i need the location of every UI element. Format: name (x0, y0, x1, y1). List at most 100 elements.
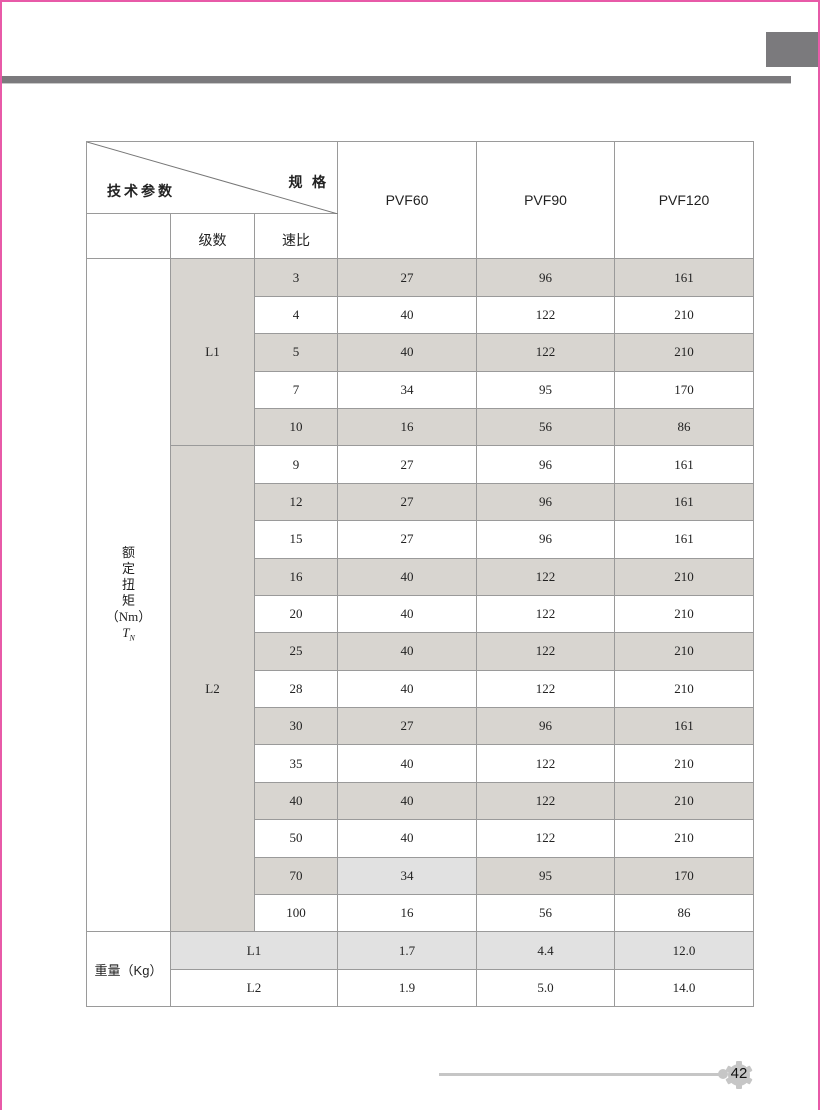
symbol-text: T (122, 624, 130, 640)
torque-value-cell: 210 (614, 819, 754, 858)
page-number: 42 (730, 1065, 748, 1082)
torque-symbol: TN (87, 625, 170, 647)
ratio-cell: 12 (254, 482, 338, 522)
weight-row: 重量（Kg） L1 1.7 4.4 12.0 (86, 931, 754, 1008)
stage-cell: L2 (170, 445, 255, 933)
torque-value-cell: 40 (337, 819, 477, 858)
ratio-header: 速比 (254, 212, 338, 260)
torque-label-line: （Nm） (105, 608, 152, 624)
torque-value-cell: 96 (476, 482, 615, 522)
torque-value-cell: 96 (476, 520, 615, 559)
torque-value-cell: 27 (337, 445, 477, 484)
torque-value-cell: 27 (337, 520, 477, 559)
ratio-cell: 28 (254, 669, 338, 709)
torque-label-line: 扭 (121, 576, 135, 592)
torque-value-cell: 161 (614, 482, 754, 522)
table-row: 12 27 96 161 (87, 482, 754, 522)
weight-value-cell: 1.7 (337, 931, 477, 970)
torque-value-cell: 27 (337, 258, 477, 297)
ratio-cell: 30 (254, 707, 338, 746)
torque-value-cell: 210 (614, 333, 754, 372)
torque-value-cell: 95 (476, 856, 615, 896)
spec-table: 技术参数 规 格 PVF60 PVF90 PVF120 级数 速比 额定扭矩（N… (86, 140, 754, 1008)
weight-label: 重量（Kg） (86, 931, 171, 1008)
torque-value-cell: 40 (337, 632, 477, 671)
torque-value-cell: 56 (476, 407, 615, 447)
table-row: 16 40 122 210 (87, 557, 754, 596)
stage-cell: L1 (170, 258, 255, 447)
torque-value-cell: 122 (476, 295, 615, 335)
torque-value-cell: 210 (614, 669, 754, 709)
torque-value-cell: 161 (614, 445, 754, 484)
torque-value-cell: 210 (614, 744, 754, 783)
weight-value-cell: 12.0 (614, 931, 754, 970)
table-row: 100 16 56 86 (87, 894, 754, 933)
header-tab-block (766, 32, 818, 67)
table-row: 10 16 56 86 (87, 407, 754, 447)
ratio-cell: 16 (254, 557, 338, 596)
gear-icon (725, 1061, 753, 1089)
table-row: 4 40 122 210 (87, 295, 754, 335)
torque-value-cell: 40 (337, 669, 477, 709)
ratio-cell: 35 (254, 744, 338, 783)
footer-line (439, 1073, 725, 1076)
torque-value-cell: 96 (476, 445, 615, 484)
ratio-cell: 9 (254, 445, 338, 484)
torque-value-cell: 161 (614, 520, 754, 559)
weight-row: L2 1.9 5.0 14.0 (87, 968, 754, 1008)
torque-value-cell: 40 (337, 333, 477, 372)
weight-value-cell: 4.4 (476, 931, 615, 970)
table-row: 40 40 122 210 (87, 781, 754, 821)
weight-stage-cell: L2 (170, 968, 338, 1008)
table-row: 5 40 122 210 (87, 333, 754, 372)
torque-value-cell: 210 (614, 295, 754, 335)
table-row: 20 40 122 210 (87, 594, 754, 634)
ratio-cell: 20 (254, 594, 338, 634)
torque-value-cell: 170 (614, 856, 754, 896)
ratio-cell: 5 (254, 333, 338, 372)
torque-value-cell: 95 (476, 370, 615, 409)
table-row: 70 34 95 170 (87, 856, 754, 896)
diagonal-line (87, 142, 338, 214)
torque-value-cell: 210 (614, 781, 754, 821)
torque-value-cell: 122 (476, 632, 615, 671)
torque-value-cell: 40 (337, 557, 477, 596)
torque-value-cell: 40 (337, 781, 477, 821)
weight-value-cell: 5.0 (476, 968, 615, 1008)
table-row: 15 27 96 161 (87, 520, 754, 559)
rated-torque-label: 额定扭矩（Nm） TN (86, 258, 171, 933)
table-row: 额定扭矩（Nm） TN L1 3 27 96 161 (86, 258, 754, 933)
torque-label-line: 矩 (121, 592, 135, 608)
table-row: L2 9 27 96 161 (87, 445, 754, 933)
torque-value-cell: 40 (337, 744, 477, 783)
ratio-cell: 3 (254, 258, 338, 297)
weight-value-cell: 1.9 (337, 968, 477, 1008)
ratio-cell: 4 (254, 295, 338, 335)
torque-value-cell: 210 (614, 557, 754, 596)
torque-value-cell: 210 (614, 594, 754, 634)
spec-label: 规 格 (288, 176, 329, 191)
torque-value-cell: 96 (476, 707, 615, 746)
torque-value-cell: 27 (337, 707, 477, 746)
torque-value-cell: 122 (476, 594, 615, 634)
torque-value-cell: 122 (476, 333, 615, 372)
model-header: PVF60 (337, 140, 477, 260)
model-header: PVF120 (614, 140, 754, 260)
table-row: 7 34 95 170 (87, 370, 754, 409)
torque-value-cell: 122 (476, 819, 615, 858)
ratio-cell: 70 (254, 856, 338, 896)
torque-value-cell: 86 (614, 407, 754, 447)
torque-value-cell: 161 (614, 707, 754, 746)
torque-label-line: 定 (121, 560, 135, 576)
footer-dot (718, 1069, 728, 1079)
ratio-cell: 100 (254, 894, 338, 933)
torque-value-cell: 56 (476, 894, 615, 933)
torque-value-cell: 170 (614, 370, 754, 409)
tech-params-label: 技术参数 (107, 185, 175, 200)
torque-value-cell: 122 (476, 669, 615, 709)
torque-value-cell: 27 (337, 482, 477, 522)
table-row: 35 40 122 210 (87, 744, 754, 783)
ratio-cell: 15 (254, 520, 338, 559)
weight-stage-cell: L1 (170, 931, 338, 970)
table-row: 28 40 122 210 (87, 669, 754, 709)
